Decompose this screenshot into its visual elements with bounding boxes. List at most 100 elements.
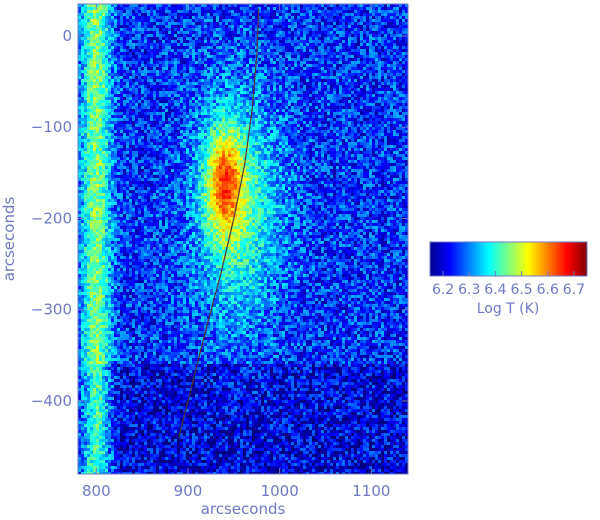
heatmap-cell-3163 <box>327 88 330 91</box>
heatmap-cell-1671 <box>141 49 144 52</box>
heatmap-cell-1619 <box>315 46 318 49</box>
heatmap-cell-4598 <box>342 127 345 130</box>
heatmap-cell-2241 <box>201 64 204 67</box>
heatmap-cell-83 <box>327 4 330 7</box>
heatmap-cell-4644 <box>150 130 153 133</box>
heatmap-cell-658 <box>402 19 405 22</box>
heatmap-cell-167 <box>249 7 252 10</box>
heatmap-cell-2872 <box>114 82 117 85</box>
heatmap-cell-1777 <box>129 52 132 55</box>
heatmap-cell-4486 <box>336 124 339 127</box>
heatmap-cell-3952 <box>384 109 387 112</box>
heatmap-cell-3597 <box>309 100 312 103</box>
heatmap-cell-4960 <box>108 139 111 142</box>
heatmap-cell-4615 <box>393 127 396 130</box>
heatmap-cell-1301 <box>351 37 354 40</box>
heatmap-cell-1821 <box>261 52 264 55</box>
heatmap-cell-1235 <box>153 37 156 40</box>
heatmap-cell-1075 <box>333 31 336 34</box>
heatmap-cell-25 <box>153 4 156 7</box>
heatmap-cell-4906 <box>276 136 279 139</box>
heatmap-cell-1425 <box>393 40 396 43</box>
heatmap-cell-938 <box>252 28 255 31</box>
heatmap-cell-2834 <box>330 79 333 82</box>
heatmap-cell-4797 <box>279 133 282 136</box>
heatmap-cell-1573 <box>177 46 180 49</box>
heatmap-cell-3379 <box>315 94 318 97</box>
heatmap-cell-2636 <box>396 73 399 76</box>
heatmap-cell-4453 <box>237 124 240 127</box>
heatmap-cell-3139 <box>255 88 258 91</box>
heatmap-cell-4706 <box>336 130 339 133</box>
heatmap-cell-1119 <box>135 34 138 37</box>
heatmap-cell-1154 <box>240 34 243 37</box>
heatmap-cell-301 <box>321 10 324 13</box>
heatmap-cell-4692 <box>294 130 297 133</box>
heatmap-cell-653 <box>387 19 390 22</box>
heatmap-cell-4216 <box>186 118 189 121</box>
heatmap-cell-871 <box>381 25 384 28</box>
heatmap-cell-604 <box>240 19 243 22</box>
heatmap-cell-3714 <box>330 103 333 106</box>
heatmap-cell-3036 <box>276 85 279 88</box>
heatmap-cell-123 <box>117 7 120 10</box>
heatmap-cell-2808 <box>252 79 255 82</box>
heatmap-cell-1065 <box>303 31 306 34</box>
heatmap-cell-4831 <box>381 133 384 136</box>
heatmap-cell-2955 <box>363 82 366 85</box>
heatmap-cell-2858 <box>402 79 405 82</box>
heatmap-cell-3162 <box>324 88 327 91</box>
heatmap-cell-2435 <box>123 70 126 73</box>
heatmap-cell-1874 <box>90 55 93 58</box>
heatmap-cell-1354 <box>180 40 183 43</box>
heatmap-cell-4652 <box>174 130 177 133</box>
heatmap-cell-3664 <box>180 103 183 106</box>
heatmap-cell-2200 <box>78 64 81 67</box>
heatmap-cell-373 <box>207 13 210 16</box>
heatmap-cell-2209 <box>105 64 108 67</box>
heatmap-cell-4937 <box>369 136 372 139</box>
heatmap-cell-4481 <box>321 124 324 127</box>
heatmap-cell-2422 <box>84 70 87 73</box>
heatmap-cell-1191 <box>351 34 354 37</box>
heatmap-cell-1105 <box>93 34 96 37</box>
heatmap-cell-2860 <box>78 82 81 85</box>
heatmap-cell-2530 <box>78 73 81 76</box>
heatmap-cell-1803 <box>207 52 210 55</box>
heatmap-cell-4136 <box>276 115 279 118</box>
heatmap-cell-1818 <box>252 52 255 55</box>
heatmap-cell-96 <box>366 4 369 7</box>
heatmap-cell-490 <box>228 16 231 19</box>
heatmap-cell-3497 <box>339 97 342 100</box>
heatmap-cell-1183 <box>327 34 330 37</box>
heatmap-cell-1238 <box>162 37 165 40</box>
heatmap-cell-2185 <box>363 61 366 64</box>
heatmap-cell-2258 <box>252 64 255 67</box>
heatmap-cell-334 <box>90 13 93 16</box>
heatmap-cell-1031 <box>201 31 204 34</box>
heatmap-cell-4428 <box>162 124 165 127</box>
heatmap-cell-1487 <box>249 43 252 46</box>
heatmap-cell-3444 <box>180 97 183 100</box>
heatmap-cell-530 <box>348 16 351 19</box>
heatmap-cell-3745 <box>93 106 96 109</box>
heatmap-cell-4570 <box>258 127 261 130</box>
heatmap-cell-2501 <box>321 70 324 73</box>
heatmap-cell-1556 <box>126 46 129 49</box>
heatmap-cell-4375 <box>333 121 336 124</box>
heatmap-cell-3436 <box>156 97 159 100</box>
heatmap-cell-630 <box>318 19 321 22</box>
heatmap-cell-250 <box>168 10 171 13</box>
heatmap-cell-3782 <box>204 106 207 109</box>
heatmap-cell-2966 <box>396 82 399 85</box>
heatmap-cell-3829 <box>345 106 348 109</box>
heatmap-cell-4270 <box>348 118 351 121</box>
heatmap-cell-769 <box>405 22 408 25</box>
heatmap-cell-3289 <box>375 91 378 94</box>
heatmap-cell-1854 <box>360 52 363 55</box>
heatmap-cell-2567 <box>189 73 192 76</box>
heatmap-cell-710 <box>228 22 231 25</box>
heatmap-cell-3588 <box>282 100 285 103</box>
heatmap-cell-3961 <box>81 112 84 115</box>
heatmap-cell-2448 <box>162 70 165 73</box>
